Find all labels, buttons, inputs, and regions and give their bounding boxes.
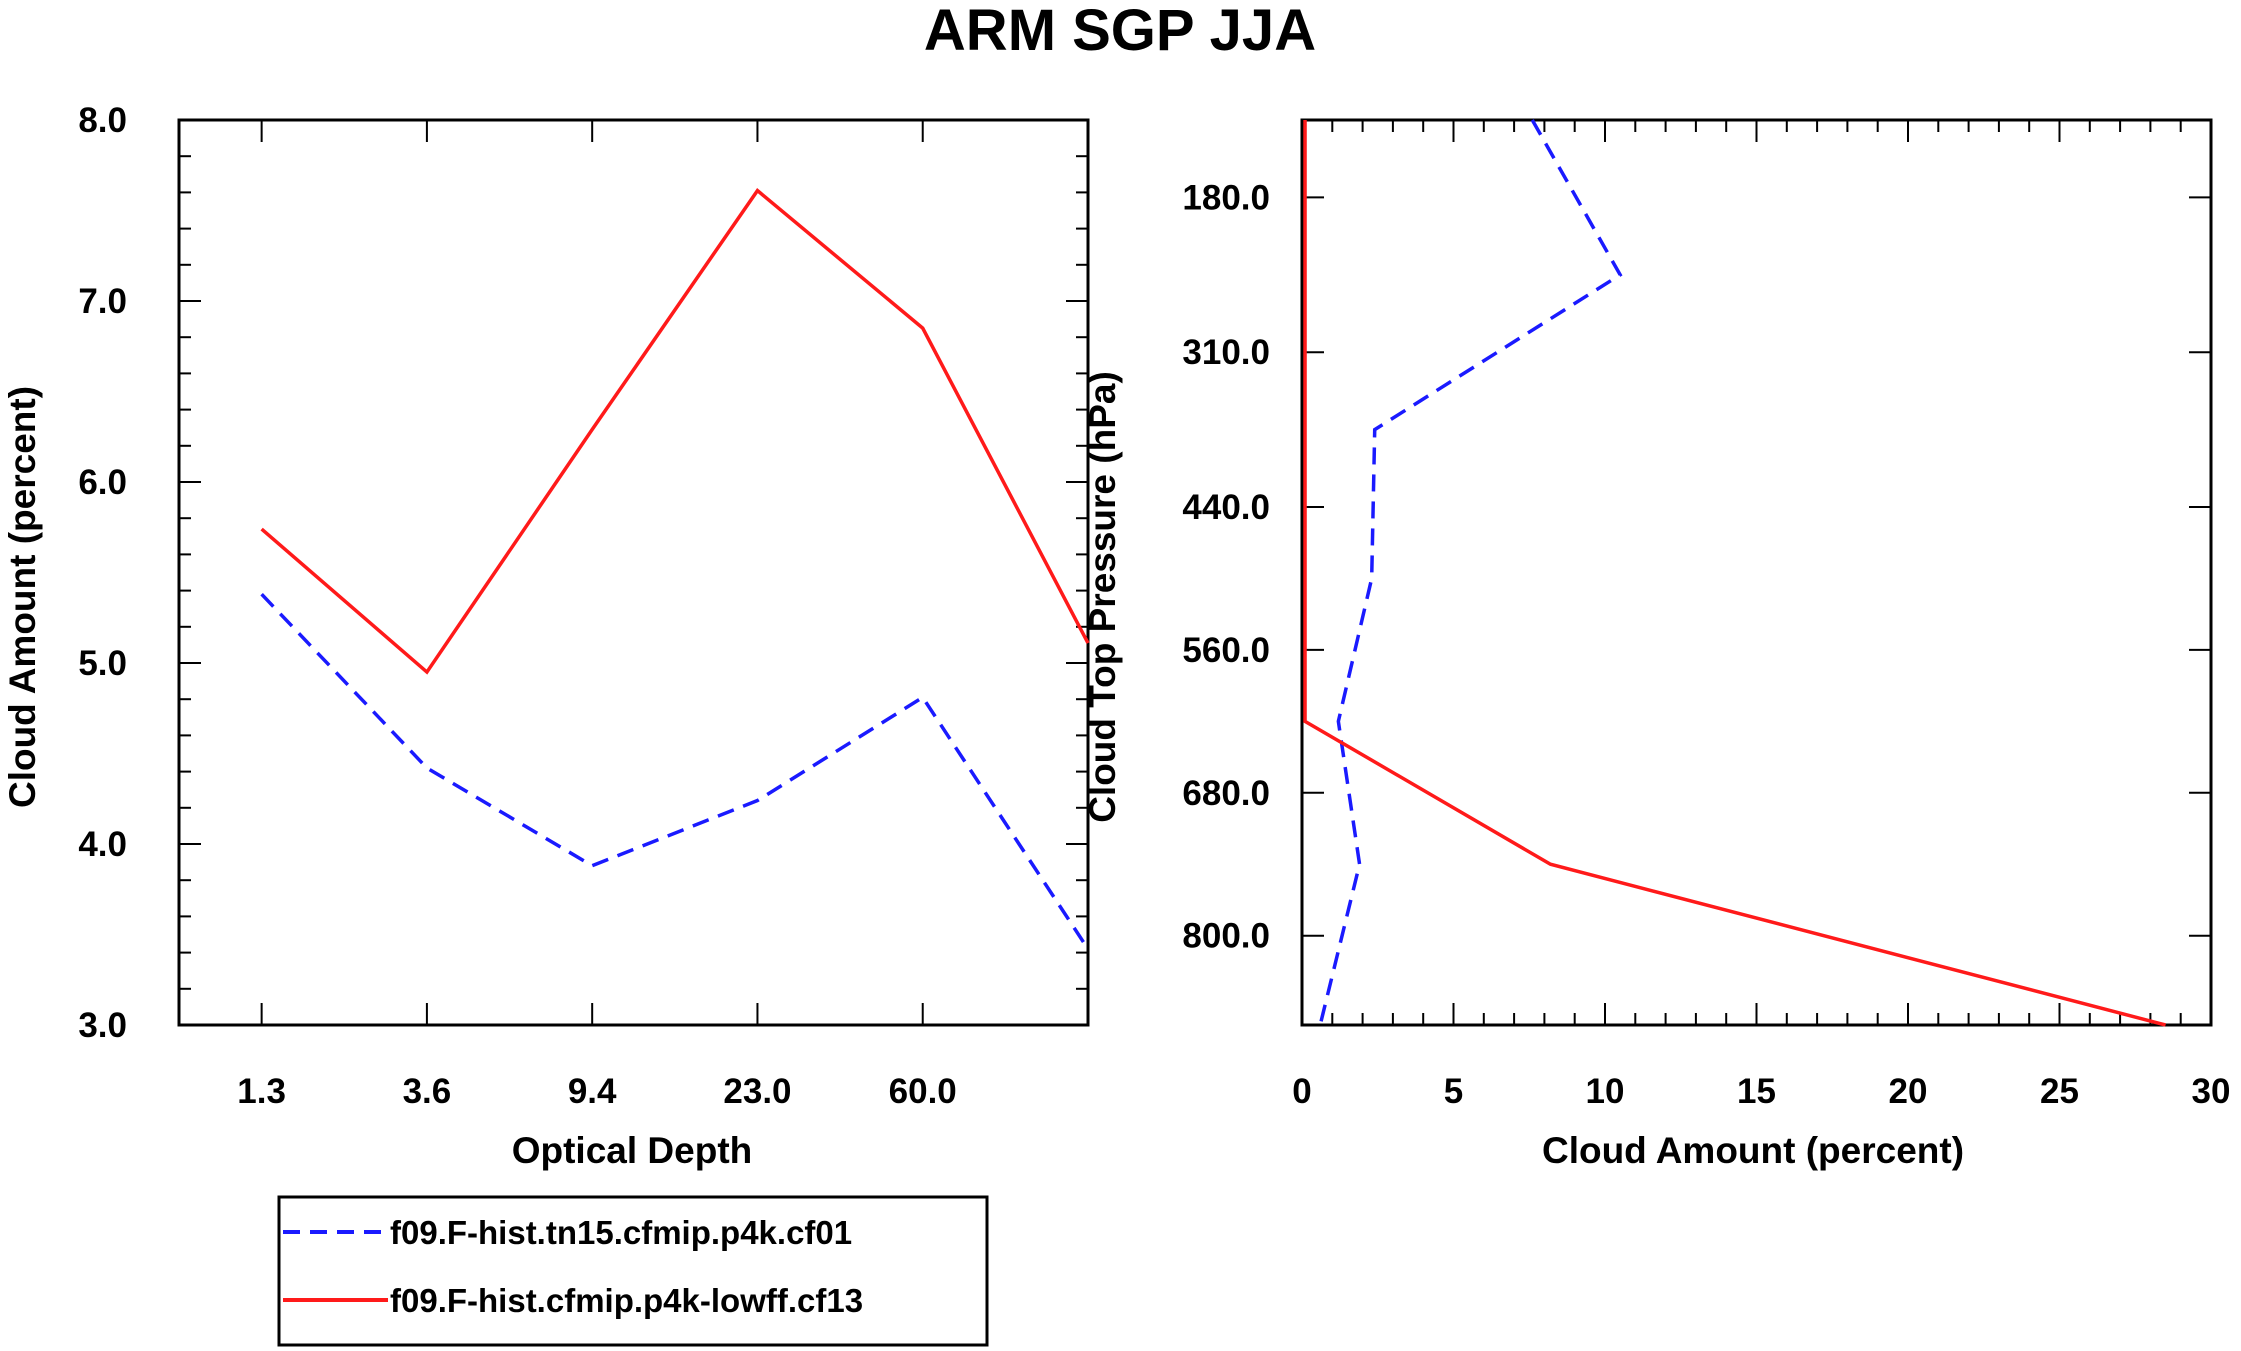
right-y-tick-label: 440.0 [1182,488,1270,527]
left-y-tick-label: 6.0 [78,463,127,502]
right-y-tick-label: 310.0 [1182,333,1270,372]
right-x-tick-label: 25 [2040,1072,2079,1111]
figure-title: ARM SGP JJA [924,0,1316,63]
right-x-tick-label: 15 [1737,1072,1776,1111]
left-series-line-2 [260,188,1090,675]
right-y-axis-label: Cloud Top Pressure (hPa) [1082,371,1123,823]
left-y-axis-label: Cloud Amount (percent) [2,386,43,808]
legend-label-1: f09.F-hist.tn15.cfmip.p4k.cf01 [390,1214,852,1251]
legend-label-2: f09.F-hist.cfmip.p4k-lowff.cf13 [390,1282,863,1319]
right-x-tick-label: 30 [2192,1072,2231,1111]
left-series-line-1 [260,593,1090,950]
left-chart: 3.0 4.0 5.0 6.0 7.0 8.0 1.3 3.6 9.4 23.0 60.0 Opti… [2,101,1090,1171]
right-axes: 0 5 10 15 20 25 30 180.0 310.0 440.0 560.0 680.0 800… [1182,118,2231,1111]
right-series-lines [1303,119,2166,1027]
left-x-tick-label: 9.4 [568,1072,617,1111]
left-axes: 3.0 4.0 5.0 6.0 7.0 8.0 1.3 3.6 9.4 23.0 60.0 [78,101,1090,1111]
right-x-tick-label: 5 [1444,1072,1463,1111]
left-y-tick-label: 4.0 [78,825,127,864]
legend: f09.F-hist.tn15.cfmip.p4k.cf01 f09.F-his… [277,1195,989,1347]
left-y-tick-label: 8.0 [78,101,127,140]
left-x-tick-label: 23.0 [723,1072,791,1111]
left-y-tick-label: 7.0 [78,282,127,321]
right-series-line-1 [1318,119,1623,1026]
left-y-tick-label: 5.0 [78,644,127,683]
left-y-tick-label: 3.0 [78,1006,127,1045]
left-x-tick-label: 60.0 [889,1072,957,1111]
right-x-axis-label: Cloud Amount (percent) [1542,1130,1964,1171]
right-chart: 0 5 10 15 20 25 30 180.0 310.0 440.0 560.0 680.0 800… [1082,118,2231,1171]
right-y-tick-label: 560.0 [1182,631,1270,670]
left-series-lines [260,188,1090,950]
right-y-tick-label: 680.0 [1182,774,1270,813]
left-x-axis-label: Optical Depth [512,1130,753,1171]
right-y-tick-label: 180.0 [1182,178,1270,217]
right-plot-frame [1300,118,2213,1027]
left-x-tick-label: 1.3 [237,1072,286,1111]
right-x-tick-label: 0 [1292,1072,1311,1111]
left-x-tick-label: 3.6 [403,1072,452,1111]
legend-box [277,1195,989,1347]
right-x-tick-label: 20 [1889,1072,1928,1111]
right-y-tick-label: 800.0 [1182,917,1270,956]
right-x-tick-label: 10 [1586,1072,1625,1111]
left-plot-frame [177,118,1090,1027]
right-series-line-2 [1303,120,2166,1027]
